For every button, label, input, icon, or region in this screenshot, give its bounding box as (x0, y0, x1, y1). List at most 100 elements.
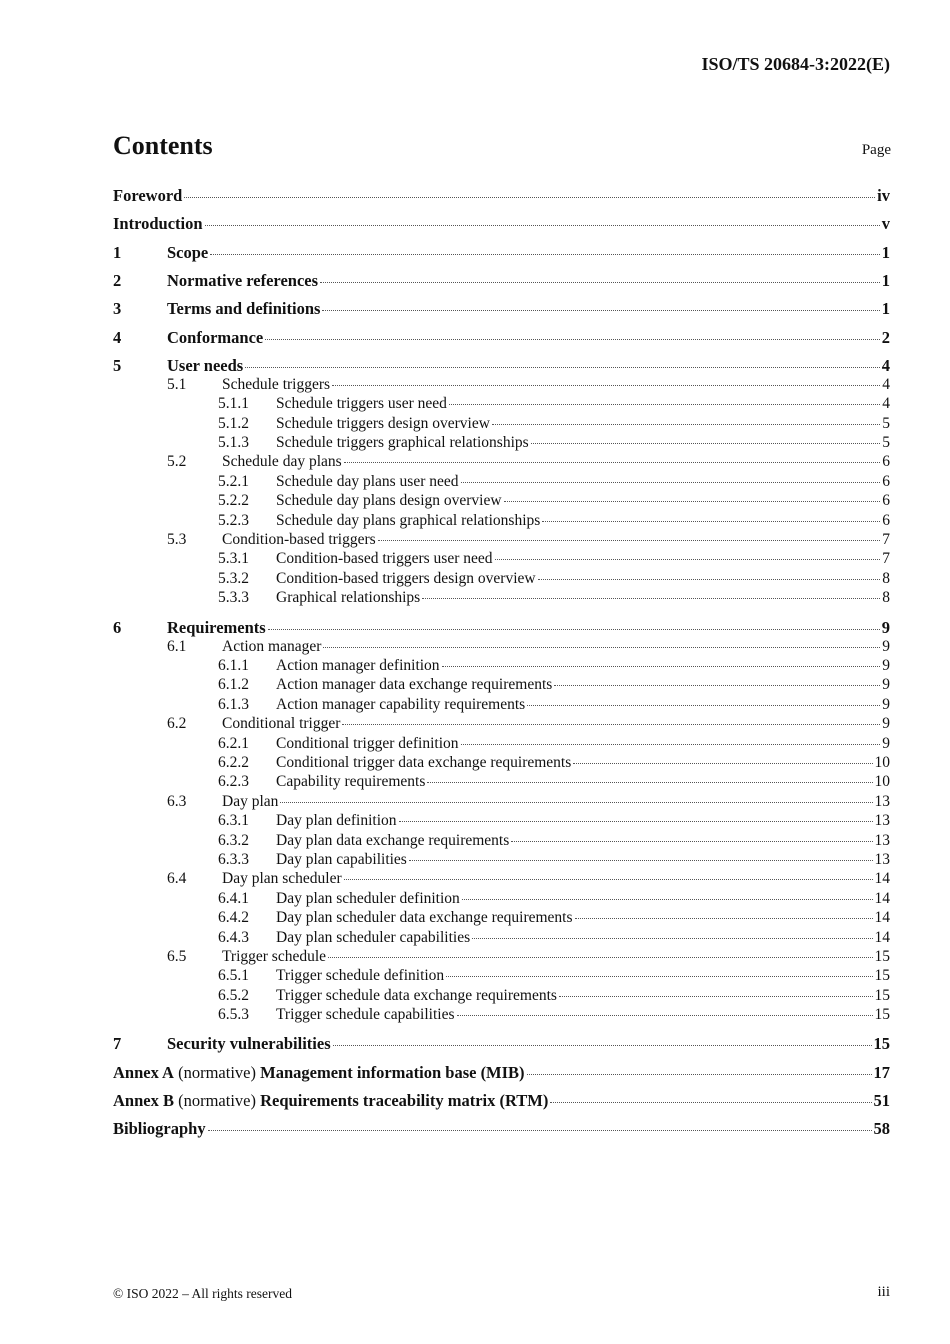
toc-entry[interactable]: 6.3.2 Day plan data exchange requirements… (113, 832, 890, 850)
toc-entry[interactable]: 7 Security vulnerabilities 15 (113, 1034, 890, 1054)
toc-entry[interactable]: 5.3.2 Condition-based triggers design ove… (113, 570, 890, 588)
toc-entry-page: 4 (882, 375, 890, 393)
toc-entry-number: 5.1.1 (218, 395, 249, 413)
toc-entry-title: Conditional trigger data exchange requir… (276, 753, 572, 771)
dot-leader (550, 1102, 872, 1103)
toc-entry[interactable]: 6.1 Action manager 9 (113, 638, 890, 656)
toc-entry-title: Terms and definitions (167, 299, 321, 319)
dot-leader (422, 598, 881, 600)
toc-entry-page: 6 (882, 453, 890, 471)
toc-entry[interactable]: 6.3.3 Day plan capabilities 13 (113, 851, 890, 869)
page-title: Contents (113, 131, 213, 160)
toc-entry-number: 5.1 (167, 375, 187, 393)
toc-entry-title: Day plan capabilities (276, 850, 407, 868)
toc-entry-page: 13 (874, 850, 891, 868)
dot-leader (494, 559, 881, 561)
toc-entry-number: 5.2.1 (218, 472, 249, 490)
dot-leader (558, 995, 873, 997)
toc-entry[interactable]: 5.3 Condition-based triggers 7 (113, 531, 890, 549)
toc-entry-number: 6.2.3 (218, 773, 249, 791)
toc-entry[interactable]: 5.1 Schedule triggers 4 (113, 376, 890, 394)
dot-leader (245, 366, 880, 368)
toc-entry[interactable]: 5.1.1 Schedule triggers user need 4 (113, 395, 890, 413)
toc-entry[interactable]: 6.2 Conditional trigger 9 (113, 715, 890, 733)
toc-entry-page: 1 (881, 242, 890, 262)
toc-entry[interactable]: 6.4.1 Day plan scheduler definition 14 (113, 890, 890, 908)
toc-entry[interactable]: 5.2.1 Schedule day plans user need 6 (113, 473, 890, 491)
dot-leader (184, 197, 876, 198)
annex-label: Annex A (113, 1062, 174, 1082)
toc-entry[interactable]: 5.2 Schedule day plans 6 (113, 453, 890, 471)
toc-entry[interactable]: 5.2.2 Schedule day plans design overview 6 (113, 492, 890, 510)
toc-entry-number: 6.4.3 (218, 928, 249, 946)
toc-entry-page: 7 (882, 531, 890, 548)
toc-entry-title: Normative references (167, 270, 319, 290)
toc-entry-number: 5.1.2 (218, 414, 249, 432)
dot-leader (377, 540, 881, 541)
toc-entry-page: 14 (874, 928, 891, 946)
toc-entry-page: 6 (882, 492, 890, 510)
toc-entry-title: Conditional trigger (222, 715, 341, 733)
toc-entry[interactable]: 6.1.3 Action manager capability requireme… (113, 696, 890, 714)
dot-leader (210, 253, 880, 255)
toc-entry-title: Schedule day plans user need (276, 472, 459, 490)
toc-entry-number: 4 (113, 327, 122, 347)
toc-entry-title: Action manager (222, 637, 322, 655)
dot-leader (456, 1015, 873, 1017)
toc-entry[interactable]: 6.2.2 Conditional trigger data exchange r… (113, 754, 890, 772)
toc-entry[interactable]: 6.3.1 Day plan definition 13 (113, 812, 890, 830)
dot-leader (537, 578, 881, 580)
toc-entry-number: 2 (113, 270, 122, 290)
toc-entry[interactable]: 5.3.3 Graphical relationships 8 (113, 589, 890, 607)
toc-entry[interactable]: Introduction v (113, 214, 890, 234)
toc-entry[interactable]: 5.3.1 Condition-based triggers user need 7 (113, 550, 890, 568)
toc-entry-page: 5 (882, 434, 890, 451)
dot-leader (204, 225, 880, 227)
toc-entry[interactable]: 3 Terms and definitions 1 (113, 299, 890, 319)
toc-entry-title: Trigger schedule data exchange requireme… (276, 986, 557, 1004)
toc-entry[interactable]: 6.1.2 Action manager data exchange requir… (113, 676, 890, 694)
toc-entry-title: Action manager capability requirements (276, 695, 526, 713)
toc-entry[interactable]: 6.5.1 Trigger schedule definition 15 (113, 967, 890, 985)
toc-entry-title: Action manager data exchange requirement… (276, 676, 553, 694)
toc-entry[interactable]: 6.5 Trigger schedule 15 (113, 948, 890, 966)
toc-entry-page: 10 (874, 773, 891, 791)
dot-leader (460, 481, 881, 483)
toc-entry[interactable]: 5.1.2 Schedule triggers design overview 5 (113, 415, 890, 433)
toc-entry[interactable]: Bibliography 58 (113, 1119, 890, 1139)
toc-entry-page: 17 (873, 1062, 891, 1082)
dot-leader (398, 821, 873, 823)
toc-entry-number: 6.2.2 (218, 753, 249, 771)
toc-entry-number: 5.1.3 (218, 434, 249, 451)
toc-entry[interactable]: 6.4 Day plan scheduler 14 (113, 870, 890, 888)
toc-entry-number: 5.2.3 (218, 511, 249, 529)
toc-entry[interactable]: 6.2.1 Conditional trigger definition 9 (113, 735, 890, 753)
toc-entry[interactable]: 6.3 Day plan 13 (113, 793, 890, 811)
toc-entry[interactable]: 1 Scope 1 (113, 243, 890, 263)
toc-entry[interactable]: 6.1.1 Action manager definition 9 (113, 657, 890, 675)
toc-entry-title: Schedule triggers (222, 375, 331, 393)
toc-entry[interactable]: 4 Conformance 2 (113, 328, 890, 348)
document-id: ISO/TS 20684-3:2022(E) (701, 54, 890, 74)
toc-entry[interactable]: 2 Normative references 1 (113, 271, 890, 291)
page-number: iii (877, 1284, 890, 1300)
toc-entry[interactable]: 5 User needs 4 (113, 356, 890, 376)
annex-kind: (normative) (178, 1062, 256, 1082)
toc-entry-number: 6 (113, 617, 122, 637)
toc-entry[interactable]: 6.5.3 Trigger schedule capabilities 15 (113, 1006, 890, 1024)
toc-entry[interactable]: 6.5.2 Trigger schedule data exchange requ… (113, 987, 890, 1005)
toc-entry-number: 6.4.1 (218, 889, 249, 907)
toc-entry[interactable]: 5.2.3 Schedule day plans graphical relati… (113, 512, 890, 530)
toc-entry[interactable]: 5.1.3 Schedule triggers graphical relatio… (113, 434, 890, 452)
dot-leader (207, 1130, 872, 1132)
toc-entry[interactable]: Foreword iv (113, 186, 890, 206)
toc-entry[interactable]: 6 Requirements 9 (113, 618, 890, 638)
dot-leader (280, 801, 873, 803)
toc-entry[interactable]: Annex A (normative) Management informati… (113, 1063, 890, 1083)
toc-entry[interactable]: 6.2.3 Capability requirements 10 (113, 773, 890, 791)
dot-leader (322, 310, 880, 312)
toc-entry[interactable]: 6.4.3 Day plan scheduler capabilities 14 (113, 929, 890, 947)
toc-entry[interactable]: Annex B (normative) Requirements traceab… (113, 1091, 890, 1111)
toc-entry[interactable]: 6.4.2 Day plan scheduler data exchange re… (113, 909, 890, 927)
dot-leader (446, 976, 873, 978)
